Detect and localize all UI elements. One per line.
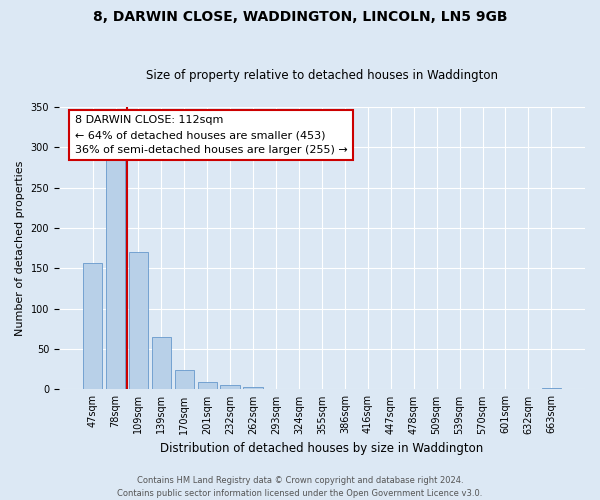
Bar xyxy=(220,384,240,390)
X-axis label: Distribution of detached houses by size in Waddington: Distribution of detached houses by size … xyxy=(160,442,484,455)
Title: Size of property relative to detached houses in Waddington: Size of property relative to detached ho… xyxy=(146,69,498,82)
Text: 8 DARWIN CLOSE: 112sqm
← 64% of detached houses are smaller (453)
36% of semi-de: 8 DARWIN CLOSE: 112sqm ← 64% of detached… xyxy=(74,116,347,155)
Y-axis label: Number of detached properties: Number of detached properties xyxy=(15,160,25,336)
Bar xyxy=(128,252,148,390)
Bar xyxy=(244,387,263,390)
Bar xyxy=(381,388,401,390)
Bar xyxy=(152,337,171,390)
Bar xyxy=(197,382,217,390)
Bar xyxy=(175,370,194,390)
Bar xyxy=(106,158,125,390)
Bar xyxy=(542,388,561,390)
Text: Contains HM Land Registry data © Crown copyright and database right 2024.
Contai: Contains HM Land Registry data © Crown c… xyxy=(118,476,482,498)
Bar xyxy=(83,264,103,390)
Text: 8, DARWIN CLOSE, WADDINGTON, LINCOLN, LN5 9GB: 8, DARWIN CLOSE, WADDINGTON, LINCOLN, LN… xyxy=(93,10,507,24)
